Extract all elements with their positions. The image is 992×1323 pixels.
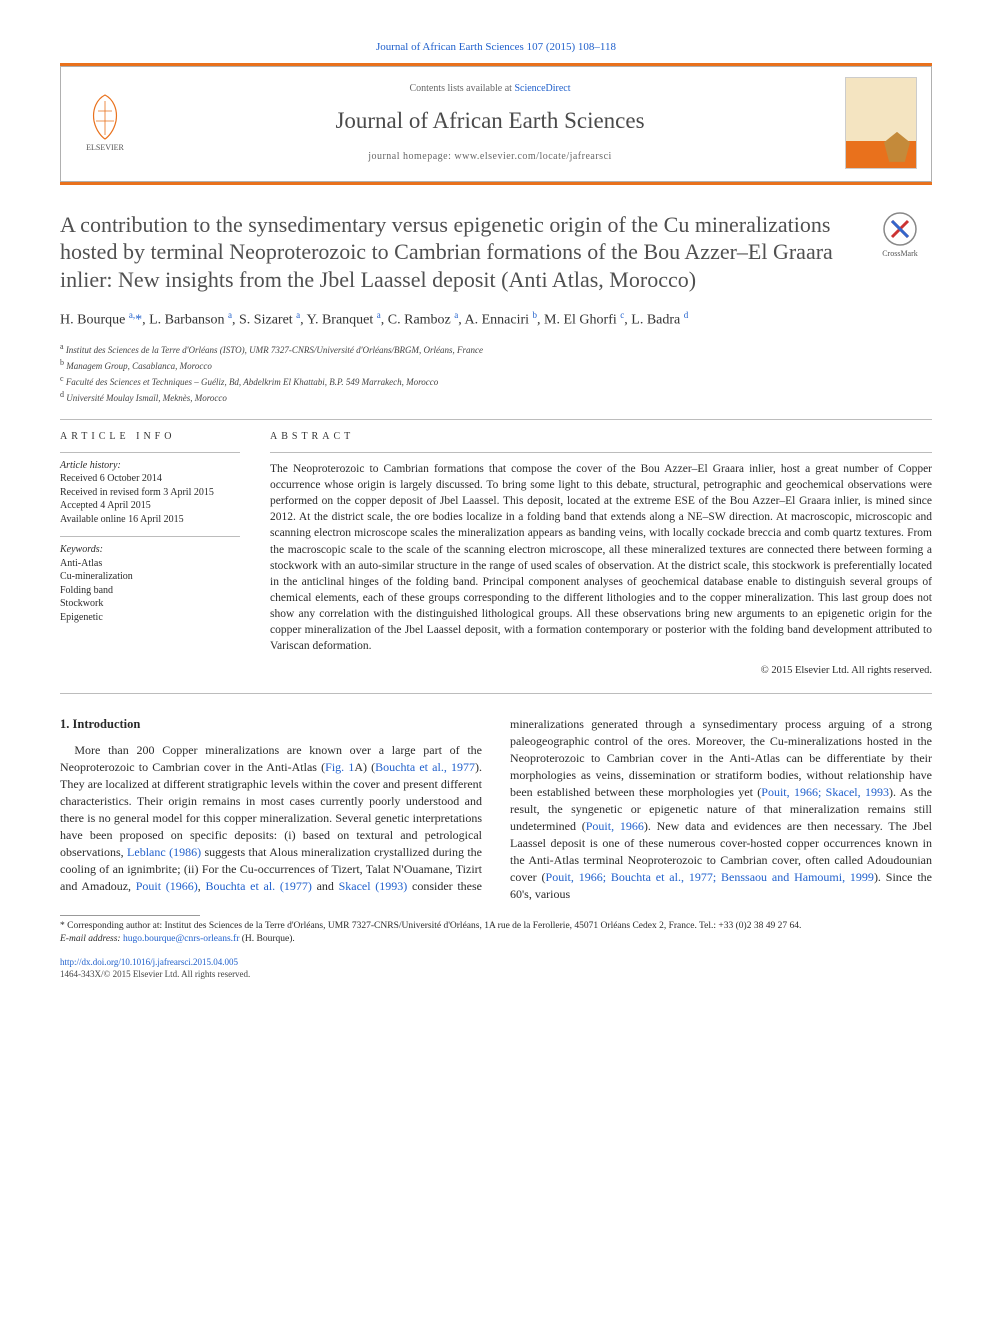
text: and xyxy=(312,879,339,893)
keywords-lines: Anti-AtlasCu-mineralizationFolding bandS… xyxy=(60,557,240,625)
history-line: Accepted 4 April 2015 xyxy=(60,499,240,513)
elsevier-logo: ELSEVIER xyxy=(75,88,135,158)
abstract-copyright: © 2015 Elsevier Ltd. All rights reserved… xyxy=(270,664,932,679)
info-rule xyxy=(60,452,240,453)
citation-line: Journal of African Earth Sciences 107 (2… xyxy=(60,40,932,55)
abstract-text: The Neoproterozoic to Cambrian formation… xyxy=(270,461,932,654)
elsevier-label: ELSEVIER xyxy=(86,143,124,154)
footnote-separator xyxy=(60,915,200,916)
rule-2 xyxy=(60,693,932,694)
article-history-lines: Received 6 October 2014Received in revis… xyxy=(60,472,240,526)
page: Journal of African Earth Sciences 107 (2… xyxy=(0,0,992,1010)
doi-link[interactable]: http://dx.doi.org/10.1016/j.jafrearsci.2… xyxy=(60,956,932,968)
homepage-url[interactable]: www.elsevier.com/locate/jafrearsci xyxy=(454,151,611,162)
affiliation-line: c Faculté des Sciences et Techniques – G… xyxy=(60,373,932,389)
bottom-meta: http://dx.doi.org/10.1016/j.jafrearsci.2… xyxy=(60,956,932,980)
fig-ref[interactable]: Fig. 1 xyxy=(325,760,354,774)
homepage-prefix: journal homepage: xyxy=(368,151,454,162)
email-line: E-mail address: hugo.bourque@cnrs-orlean… xyxy=(60,933,932,946)
body-columns: 1. Introduction More than 200 Copper min… xyxy=(60,716,932,903)
cite-ref[interactable]: Pouit, 1966; Bouchta et al., 1977; Benss… xyxy=(546,870,874,884)
abstract-heading: ABSTRACT xyxy=(270,430,932,444)
header-middle: Contents lists available at ScienceDirec… xyxy=(149,82,831,164)
keyword-line: Epigenetic xyxy=(60,611,240,625)
info-abstract-row: ARTICLE INFO Article history: Received 6… xyxy=(60,430,932,679)
article-info-heading: ARTICLE INFO xyxy=(60,430,240,444)
article-history-label: Article history: xyxy=(60,459,240,473)
keyword-line: Cu-mineralization xyxy=(60,570,240,584)
intro-paragraph: More than 200 Copper mineralizations are… xyxy=(60,716,932,903)
email-tail: (H. Bourque). xyxy=(239,934,294,944)
section-heading: 1. Introduction xyxy=(60,716,482,734)
corresponding-author: * Corresponding author at: Institut des … xyxy=(60,920,932,933)
affiliations: a Institut des Sciences de la Terre d'Or… xyxy=(60,341,932,405)
keyword-line: Folding band xyxy=(60,584,240,598)
affiliation-line: a Institut des Sciences de la Terre d'Or… xyxy=(60,341,932,357)
abs-rule xyxy=(270,452,932,453)
homepage-line: journal homepage: www.elsevier.com/locat… xyxy=(149,150,831,164)
cite-ref[interactable]: Leblanc (1986) xyxy=(127,845,201,859)
cite-ref[interactable]: Pouit (1966) xyxy=(136,879,198,893)
email-link[interactable]: hugo.bourque@cnrs-orleans.fr xyxy=(123,934,239,944)
affiliation-line: b Managem Group, Casablanca, Morocco xyxy=(60,357,932,373)
crossmark-badge[interactable]: CrossMark xyxy=(868,211,932,275)
bottom-orange-bar xyxy=(60,182,932,185)
text: suggests that Alous mineralization xyxy=(201,845,371,859)
keyword-line: Anti-Atlas xyxy=(60,557,240,571)
text: A) ( xyxy=(354,760,375,774)
crossmark-label: CrossMark xyxy=(882,249,918,260)
cite-ref[interactable]: Pouit, 1966; Skacel, 1993 xyxy=(761,785,889,799)
cite-ref[interactable]: Pouit, 1966 xyxy=(586,819,644,833)
affiliation-line: d Université Moulay Ismaïl, Meknès, Moro… xyxy=(60,389,932,405)
keywords-label: Keywords: xyxy=(60,543,240,557)
issn-copyright: 1464-343X/© 2015 Elsevier Ltd. All right… xyxy=(60,968,932,980)
cite-ref[interactable]: Bouchta et al. (1977) xyxy=(205,879,311,893)
cite-ref[interactable]: Bouchta et al., 1977 xyxy=(375,760,475,774)
keyword-line: Stockwork xyxy=(60,597,240,611)
footnotes: * Corresponding author at: Institut des … xyxy=(60,920,932,946)
contents-available-line: Contents lists available at ScienceDirec… xyxy=(149,82,831,96)
abstract-column: ABSTRACT The Neoproterozoic to Cambrian … xyxy=(270,430,932,679)
cite-ref[interactable]: Skacel (1993) xyxy=(339,879,408,893)
journal-header: ELSEVIER Contents lists available at Sci… xyxy=(60,66,932,182)
email-label: E-mail address: xyxy=(60,934,123,944)
history-line: Received 6 October 2014 xyxy=(60,472,240,486)
sciencedirect-link[interactable]: ScienceDirect xyxy=(514,83,570,94)
contents-prefix: Contents lists available at xyxy=(409,83,514,94)
article-info-column: ARTICLE INFO Article history: Received 6… xyxy=(60,430,240,679)
journal-cover-thumb xyxy=(845,77,917,169)
info-rule-2 xyxy=(60,536,240,537)
authors-line: H. Bourque a,*, L. Barbanson a, S. Sizar… xyxy=(60,309,932,331)
rule-1 xyxy=(60,419,932,420)
history-line: Received in revised form 3 April 2015 xyxy=(60,486,240,500)
history-line: Available online 16 April 2015 xyxy=(60,513,240,527)
journal-name: Journal of African Earth Sciences xyxy=(149,105,831,136)
paper-title: A contribution to the synsedimentary ver… xyxy=(60,211,856,294)
